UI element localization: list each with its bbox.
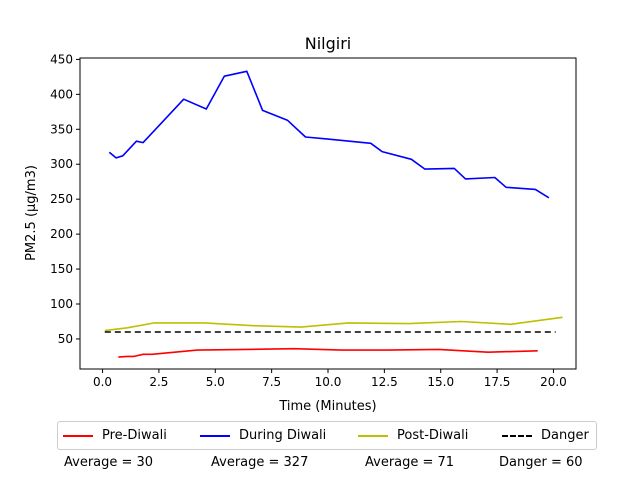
series-line-post-diwali [104, 316, 563, 332]
x-tick-label: 17.5 [484, 375, 511, 389]
x-tick-label: 10.0 [315, 375, 342, 389]
legend-swatch-danger [502, 434, 532, 437]
legend-label-during-diwali: During Diwali [239, 428, 327, 443]
x-tick-label: 2.5 [149, 375, 168, 389]
x-tick-label: 0.0 [93, 375, 112, 389]
x-axis-label: Time (Minutes) [278, 399, 376, 414]
x-tick-label: 12.5 [371, 375, 398, 389]
average-pre-diwali: Average = 30 [64, 455, 154, 470]
legend-item-danger: Danger [502, 422, 589, 449]
y-axis: 50 100 150 200 250 300 350 400 450 [50, 52, 80, 346]
legend-swatch-pre-diwali [63, 434, 93, 437]
y-tick-label: 350 [50, 122, 73, 136]
series-line-during-diwali [108, 70, 550, 199]
y-tick-label: 100 [50, 297, 73, 311]
chart-title: Nilgiri [305, 34, 351, 53]
x-tick-label: 15.0 [427, 375, 454, 389]
y-tick-label: 250 [50, 192, 73, 206]
y-axis-label: PM2.5 (µg/m3) [24, 165, 39, 261]
y-tick-label: 400 [50, 87, 73, 101]
legend-label-danger: Danger [541, 428, 589, 443]
series-layer [104, 70, 563, 358]
x-tick-label: 7.5 [262, 375, 281, 389]
y-tick-label: 450 [50, 52, 73, 66]
danger-threshold-value: Danger = 60 [499, 455, 583, 470]
legend-swatch-during-diwali [200, 434, 230, 437]
average-post-diwali: Average = 71 [365, 455, 455, 470]
x-axis: 0.0 2.5 5.0 7.5 10.0 12.5 15.0 17.5 20.0 [93, 369, 567, 389]
y-tick-label: 150 [50, 262, 73, 276]
y-tick-label: 300 [50, 157, 73, 171]
x-tick-label: 5.0 [206, 375, 225, 389]
y-tick-label: 50 [58, 332, 73, 346]
x-tick-label: 20.0 [540, 375, 567, 389]
legend-label-pre-diwali: Pre-Diwali [102, 428, 167, 443]
legend-item-post-diwali: Post-Diwali [358, 422, 468, 449]
legend: Pre-Diwali During Diwali Post-Diwali Dan… [57, 421, 597, 450]
legend-label-post-diwali: Post-Diwali [397, 428, 469, 443]
series-line-pre-diwali [118, 347, 538, 358]
average-during-diwali: Average = 327 [211, 455, 309, 470]
y-tick-label: 200 [50, 227, 73, 241]
legend-item-pre-diwali: Pre-Diwali [63, 422, 167, 449]
legend-swatch-post-diwali [358, 434, 388, 437]
legend-item-during-diwali: During Diwali [200, 422, 326, 449]
